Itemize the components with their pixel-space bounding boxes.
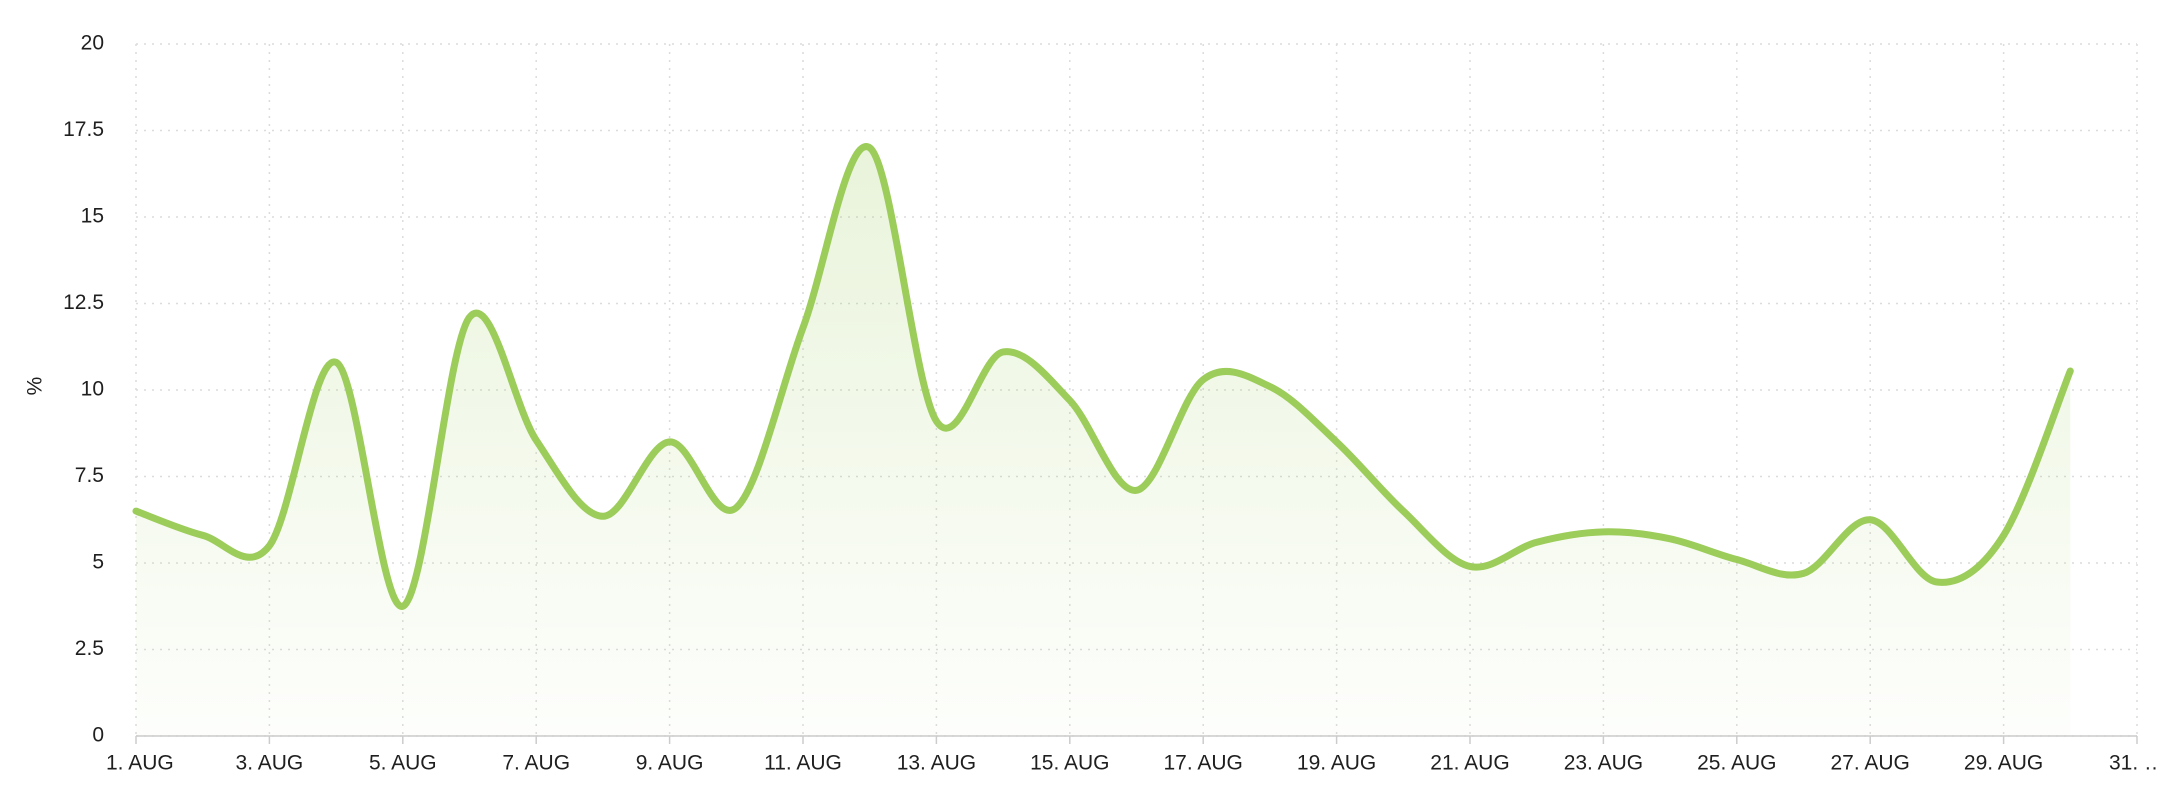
y-tick-label: 20 xyxy=(81,32,104,55)
area xyxy=(136,146,2071,736)
x-tick-label: 7. AUG xyxy=(502,752,570,775)
y-tick-label: 17.5 xyxy=(63,118,104,141)
x-tick-label: 19. AUG xyxy=(1297,752,1376,775)
x-tick-label: 11. AUG xyxy=(764,752,842,775)
x-tick-label: 21. AUG xyxy=(1430,752,1509,775)
x-tick-label: 27. AUG xyxy=(1831,752,1910,775)
y-tick-label: 5 xyxy=(92,551,104,574)
x-tick-label: 13. AUG xyxy=(897,752,976,775)
x-tick-label: 9. AUG xyxy=(636,752,704,775)
x-tick-label: 23. AUG xyxy=(1564,752,1643,775)
y-tick-label: 2.5 xyxy=(75,637,104,660)
x-tick-label: 29. AUG xyxy=(1964,752,2043,775)
x-tick-label: 5. AUG xyxy=(369,752,437,775)
x-tick-label: 17. AUG xyxy=(1164,752,1243,775)
x-tick-label: 3. AUG xyxy=(236,752,304,775)
x-tick-label: 25. AUG xyxy=(1697,752,1776,775)
line xyxy=(132,143,2074,610)
y-tick-label: 7.5 xyxy=(75,464,104,487)
y-tick-label: 12.5 xyxy=(63,291,104,314)
x-tick-label: 15. AUG xyxy=(1030,752,1109,775)
y-axis-label: % xyxy=(24,377,47,396)
y-tick-label: 15 xyxy=(81,205,104,228)
x-tick-label: 1. AUG xyxy=(106,752,174,775)
x-tick-label: 31. … xyxy=(2109,752,2158,775)
y-tick-label: 0 xyxy=(92,724,104,747)
y-tick-label: 10 xyxy=(81,378,104,401)
